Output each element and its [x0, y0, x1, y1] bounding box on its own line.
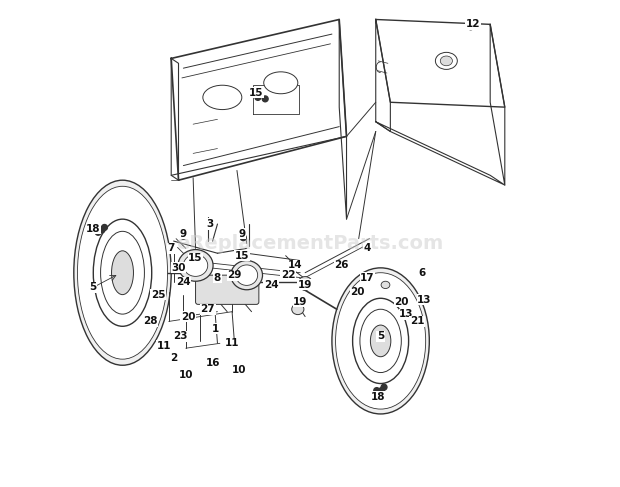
Text: 17: 17 — [360, 273, 374, 282]
Circle shape — [262, 96, 268, 102]
Ellipse shape — [381, 281, 390, 288]
Circle shape — [467, 24, 474, 30]
Circle shape — [180, 233, 186, 239]
Text: 13: 13 — [399, 309, 414, 319]
Ellipse shape — [435, 53, 458, 69]
Ellipse shape — [100, 231, 144, 314]
Text: 2: 2 — [170, 353, 177, 363]
Text: 30: 30 — [171, 263, 186, 273]
Text: 4: 4 — [364, 244, 371, 253]
Text: 15: 15 — [249, 88, 264, 97]
Text: 28: 28 — [143, 317, 157, 326]
Circle shape — [241, 235, 246, 241]
Ellipse shape — [112, 251, 133, 295]
Circle shape — [255, 94, 261, 100]
Ellipse shape — [370, 325, 391, 356]
Text: 20: 20 — [350, 287, 365, 297]
Text: 16: 16 — [205, 358, 220, 368]
Text: 12: 12 — [466, 19, 480, 29]
Text: 9: 9 — [238, 229, 246, 239]
Text: 27: 27 — [200, 304, 215, 314]
Text: 8: 8 — [214, 273, 221, 282]
Text: 3: 3 — [206, 219, 214, 229]
Text: 10: 10 — [179, 370, 193, 380]
Ellipse shape — [74, 180, 171, 365]
Circle shape — [95, 229, 101, 235]
Text: 18: 18 — [371, 392, 386, 402]
FancyBboxPatch shape — [195, 275, 259, 304]
Ellipse shape — [184, 254, 208, 277]
Ellipse shape — [360, 309, 401, 373]
Circle shape — [381, 384, 387, 390]
Text: 22: 22 — [281, 270, 295, 280]
Circle shape — [374, 388, 379, 393]
Text: 20: 20 — [394, 297, 409, 307]
Text: 19: 19 — [298, 280, 312, 290]
Text: 6: 6 — [418, 268, 426, 278]
Text: 14: 14 — [288, 261, 303, 270]
Text: 11: 11 — [225, 338, 239, 348]
Text: 26: 26 — [334, 261, 349, 270]
Text: 13: 13 — [417, 295, 432, 304]
Text: 7: 7 — [167, 244, 175, 253]
Text: 21: 21 — [410, 317, 424, 326]
Text: 19: 19 — [293, 297, 308, 307]
Ellipse shape — [335, 273, 426, 409]
Ellipse shape — [203, 85, 242, 110]
Text: 24: 24 — [264, 280, 278, 290]
Circle shape — [99, 227, 105, 233]
Text: 1: 1 — [211, 324, 219, 334]
Ellipse shape — [332, 268, 429, 414]
Text: 15: 15 — [234, 251, 249, 261]
Text: 5: 5 — [377, 331, 384, 341]
Text: 5: 5 — [90, 282, 97, 292]
Ellipse shape — [78, 187, 167, 359]
Text: 11: 11 — [157, 341, 171, 351]
Text: 20: 20 — [181, 312, 195, 321]
Text: eReplacementParts.com: eReplacementParts.com — [176, 234, 444, 253]
Text: 10: 10 — [232, 365, 247, 375]
Text: 25: 25 — [151, 290, 166, 300]
Ellipse shape — [264, 72, 298, 94]
Circle shape — [379, 388, 384, 393]
Ellipse shape — [231, 261, 262, 290]
Text: 18: 18 — [86, 224, 100, 234]
Circle shape — [102, 225, 107, 230]
Ellipse shape — [440, 56, 453, 66]
Ellipse shape — [353, 298, 409, 384]
Ellipse shape — [93, 219, 152, 326]
Text: 23: 23 — [173, 331, 187, 341]
Text: 15: 15 — [188, 253, 203, 263]
Text: 24: 24 — [176, 278, 191, 287]
Ellipse shape — [236, 265, 258, 285]
Ellipse shape — [178, 249, 213, 281]
Ellipse shape — [298, 277, 312, 290]
Text: 29: 29 — [228, 270, 242, 280]
Ellipse shape — [292, 304, 304, 315]
Text: 9: 9 — [180, 229, 187, 239]
